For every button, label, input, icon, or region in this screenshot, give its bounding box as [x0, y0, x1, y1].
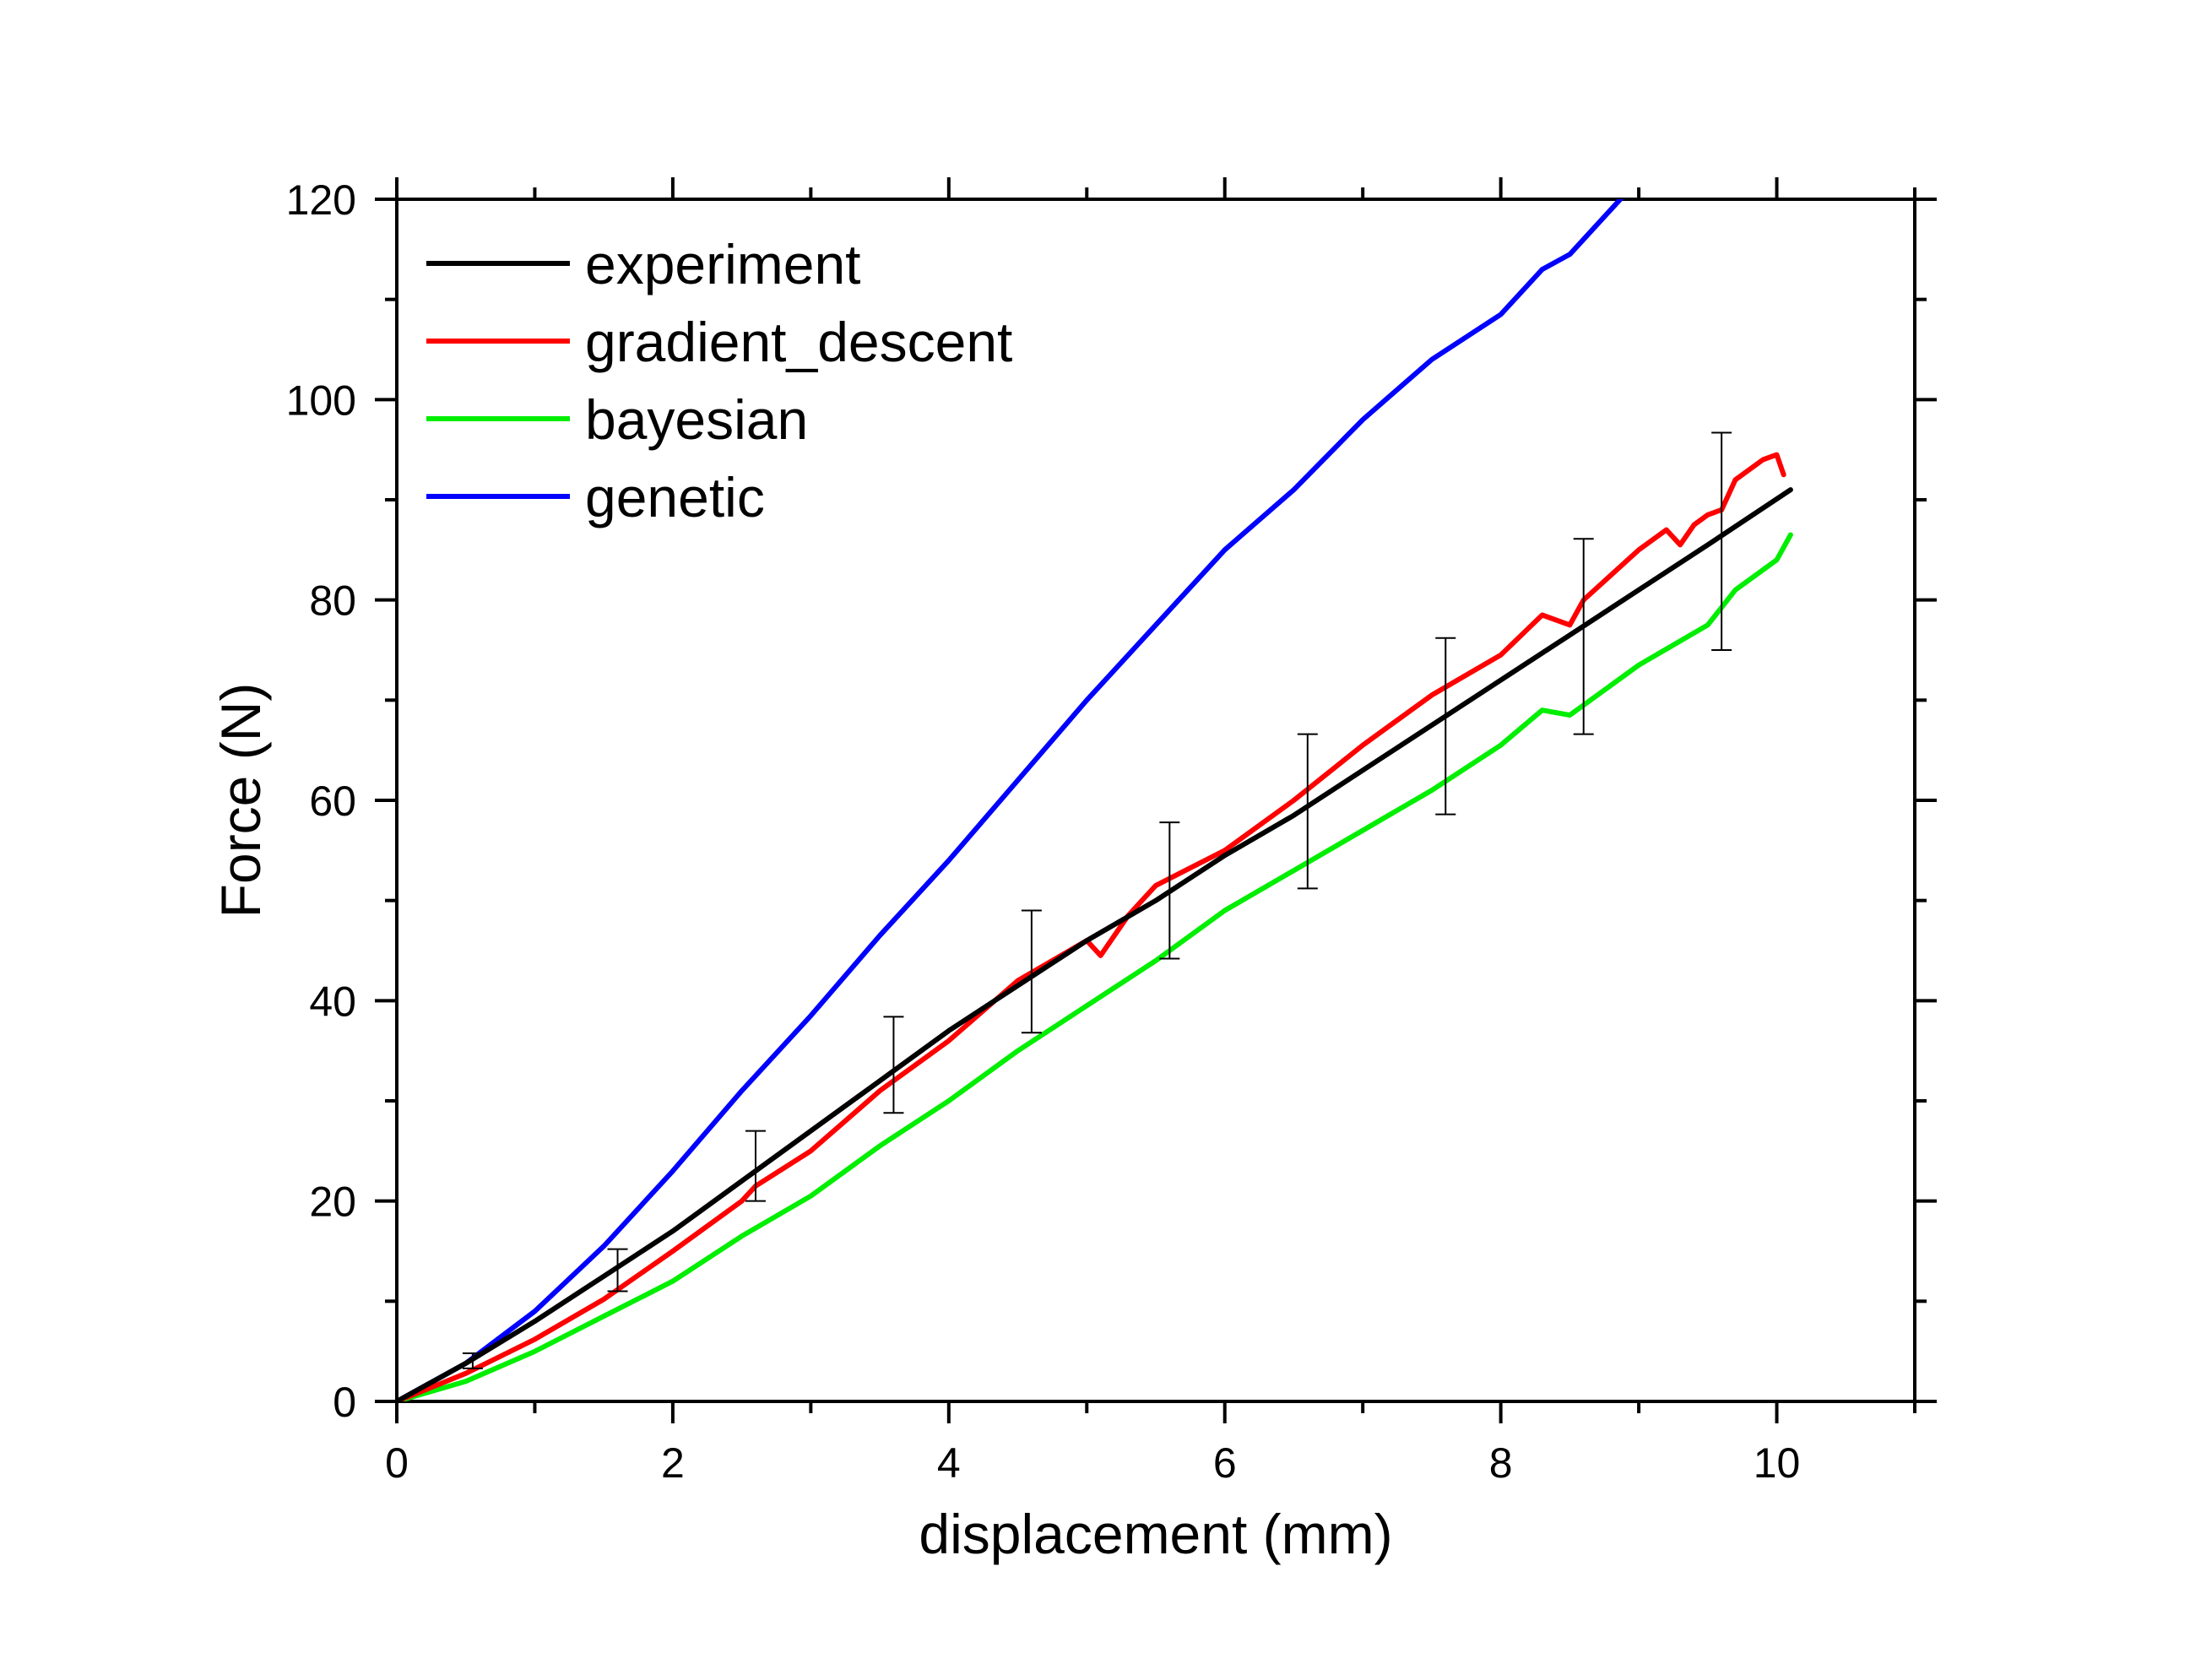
- x-tick-label: 6: [1213, 1439, 1237, 1487]
- series-line-genetic: [397, 199, 1624, 1401]
- y-tick-label: 40: [309, 978, 356, 1025]
- x-axis-title: displacement (mm): [919, 1503, 1392, 1565]
- y-tick-label: 100: [286, 377, 356, 424]
- error-bar: [1159, 821, 1180, 960]
- legend: experiment gradient_descent bayesian geneti…: [426, 233, 1012, 528]
- series-layer: [397, 199, 1793, 1401]
- error-bar: [745, 1130, 766, 1202]
- series-line-bayesian: [397, 532, 1793, 1401]
- legend-label-experiment: experiment: [585, 233, 861, 295]
- series-line-gradient-descent: [397, 452, 1786, 1401]
- legend-label-bayesian: bayesian: [585, 388, 808, 451]
- legend-label-gradient-descent: gradient_descent: [585, 311, 1012, 373]
- x-tick-label: 0: [385, 1439, 409, 1487]
- x-axis: 0 2 4 6 8 10: [385, 177, 1916, 1487]
- error-bar: [1573, 538, 1594, 735]
- error-bar: [607, 1248, 628, 1293]
- error-bar: [1711, 431, 1732, 651]
- y-tick-label: 60: [309, 778, 356, 825]
- series-line-experiment: [397, 487, 1793, 1401]
- error-bar: [462, 1352, 483, 1369]
- y-tick-label: 120: [286, 176, 356, 224]
- y-tick-label: 20: [309, 1179, 356, 1226]
- x-tick-label: 8: [1489, 1439, 1513, 1487]
- y-tick-label: 80: [309, 577, 356, 625]
- error-bars: [462, 431, 1732, 1369]
- x-tick-label: 10: [1754, 1439, 1801, 1487]
- y-axis-title: Force (N): [209, 683, 272, 919]
- x-tick-label: 4: [937, 1439, 961, 1487]
- legend-label-genetic: genetic: [585, 466, 765, 528]
- error-bar: [1021, 909, 1042, 1034]
- y-tick-label: 0: [333, 1379, 356, 1426]
- error-bar: [1435, 637, 1456, 816]
- x-tick-label: 2: [661, 1439, 685, 1487]
- error-bar: [1297, 733, 1318, 890]
- y-axis: 0 20 40 60 80 100 120: [286, 176, 1937, 1426]
- error-bar: [883, 1016, 904, 1114]
